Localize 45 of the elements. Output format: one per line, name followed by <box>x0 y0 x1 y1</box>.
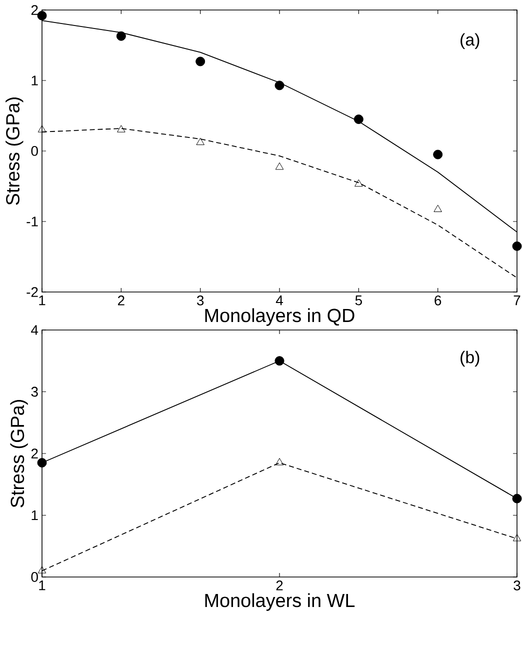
y-axis-title: Stress (GPa) <box>6 97 24 205</box>
annotation: (a) <box>460 33 480 50</box>
point <box>274 356 284 366</box>
y-tick-label: -2 <box>26 287 38 297</box>
point <box>38 566 46 574</box>
point <box>37 458 47 468</box>
point <box>433 150 443 160</box>
point <box>354 114 364 124</box>
x-tick-label: 3 <box>196 296 204 306</box>
x-tick-label: 3 <box>514 580 520 590</box>
point <box>37 10 47 20</box>
x-tick-label: 4 <box>276 296 283 306</box>
x-tick-label: 1 <box>39 580 46 590</box>
point <box>512 494 522 504</box>
y-tick-label: 0 <box>31 572 38 582</box>
y-tick-label: -1 <box>26 216 38 226</box>
point <box>274 80 284 90</box>
y-tick-label: 0 <box>31 146 38 156</box>
point <box>117 125 126 132</box>
point <box>116 31 126 41</box>
point <box>38 125 46 132</box>
point <box>434 204 442 212</box>
y-tick-label: 2 <box>31 448 38 458</box>
x-axis-title: Monolayers in QD <box>205 308 354 326</box>
x-tick-label: 1 <box>39 296 46 306</box>
point <box>512 241 522 251</box>
point <box>275 162 284 170</box>
point <box>512 534 522 542</box>
point <box>354 179 363 187</box>
point <box>196 56 206 66</box>
y-tick-label: 3 <box>31 386 38 397</box>
x-tick-label: 2 <box>118 296 124 306</box>
y-tick-label: 1 <box>32 76 38 86</box>
x-tick-label: 2 <box>276 580 283 590</box>
x-tick-label: 6 <box>434 296 442 306</box>
y-axis-title: Stress (GPa) <box>10 400 28 508</box>
point <box>196 138 204 146</box>
y-tick-label: 4 <box>31 325 38 335</box>
annotation: (b) <box>460 350 480 367</box>
y-tick-label: 1 <box>32 510 38 520</box>
x-tick-label: 5 <box>355 296 362 306</box>
x-axis-title: Monolayers in WL <box>205 593 355 611</box>
y-tick-label: 2 <box>31 5 38 15</box>
x-tick-label: 7 <box>514 296 520 306</box>
point <box>275 458 284 466</box>
